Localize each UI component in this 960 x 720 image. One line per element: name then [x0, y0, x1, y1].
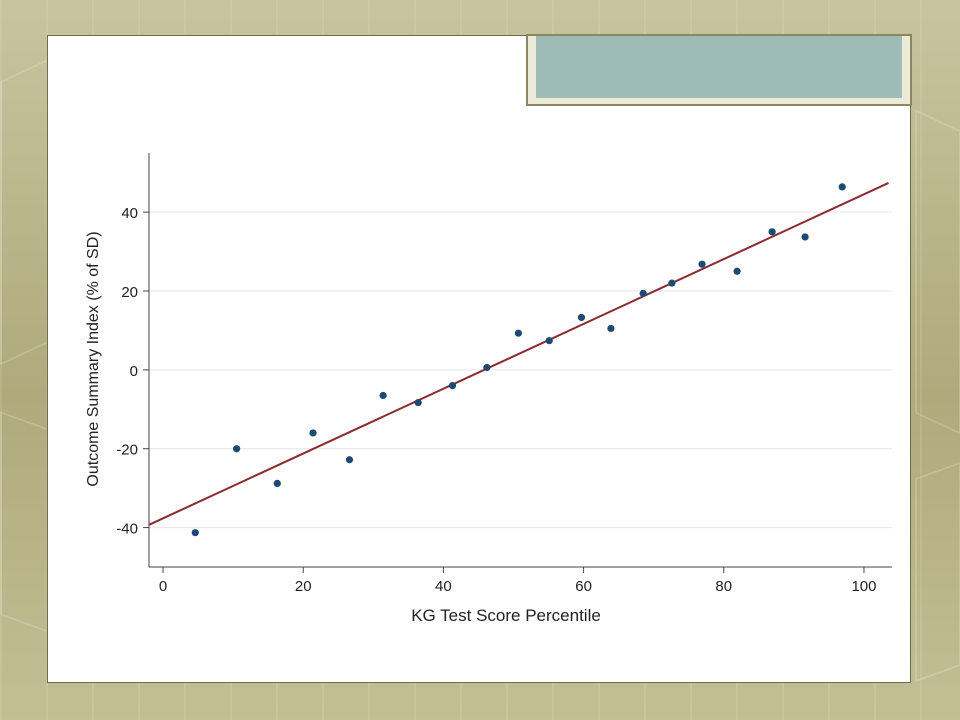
grid-lines: [149, 211, 892, 529]
fit-line-layer: [148, 182, 889, 526]
title-placeholder-fill: [536, 36, 902, 98]
x-tick-label: 0: [159, 578, 167, 595]
data-point: [345, 456, 354, 464]
x-tick-label: 20: [295, 578, 312, 595]
y-tick-label: 0: [130, 363, 138, 380]
background-decoration: [0, 58, 49, 366]
background-decoration: [915, 461, 960, 683]
background-decoration: [0, 411, 49, 633]
data-point: [379, 391, 387, 400]
data-point: [768, 228, 776, 236]
data-point: [273, 479, 281, 488]
data-point: [577, 313, 586, 322]
data-point: [639, 289, 647, 297]
x-tick-label: 100: [851, 578, 876, 595]
data-point: [448, 382, 457, 390]
y-tick-label: 20: [121, 284, 138, 301]
scatter-chart: -40 -20 0 20 40 0 20 40 60 80 100 KG Test Score Pe…: [85, 153, 892, 625]
data-point: [698, 260, 706, 268]
x-axis-title: KG Test Score Percentile: [411, 606, 601, 625]
data-point: [801, 233, 809, 241]
fit-line: [148, 182, 889, 526]
x-tick-label: 80: [715, 578, 732, 595]
data-point: [233, 445, 241, 453]
data-points: [191, 183, 846, 537]
x-tick-label: 60: [575, 578, 592, 595]
data-point: [414, 398, 422, 407]
data-point: [838, 183, 846, 191]
content-panel: -40 -20 0 20 40 0 20 40 60 80 100 KG Test Score Pe…: [47, 34, 912, 683]
axis-labels: KG Test Score Percentile Outcome Summary…: [85, 231, 601, 625]
data-point: [545, 337, 553, 345]
data-point: [733, 267, 741, 275]
data-point: [668, 279, 676, 287]
title-placeholder: [526, 34, 912, 106]
data-point: [191, 529, 199, 537]
data-point: [309, 429, 317, 437]
data-point: [483, 363, 491, 372]
x-tick-label: 40: [435, 578, 452, 595]
axes: -40 -20 0 20 40 0 20 40 60 80 100: [116, 153, 892, 595]
y-tick-label: 40: [121, 205, 138, 222]
y-axis-title: Outcome Summary Index (% of SD): [85, 231, 102, 486]
y-tick-label: -20: [116, 442, 138, 459]
data-point: [514, 329, 522, 337]
background-decoration: [915, 109, 960, 435]
data-point: [607, 324, 615, 333]
y-tick-label: -40: [116, 521, 138, 538]
